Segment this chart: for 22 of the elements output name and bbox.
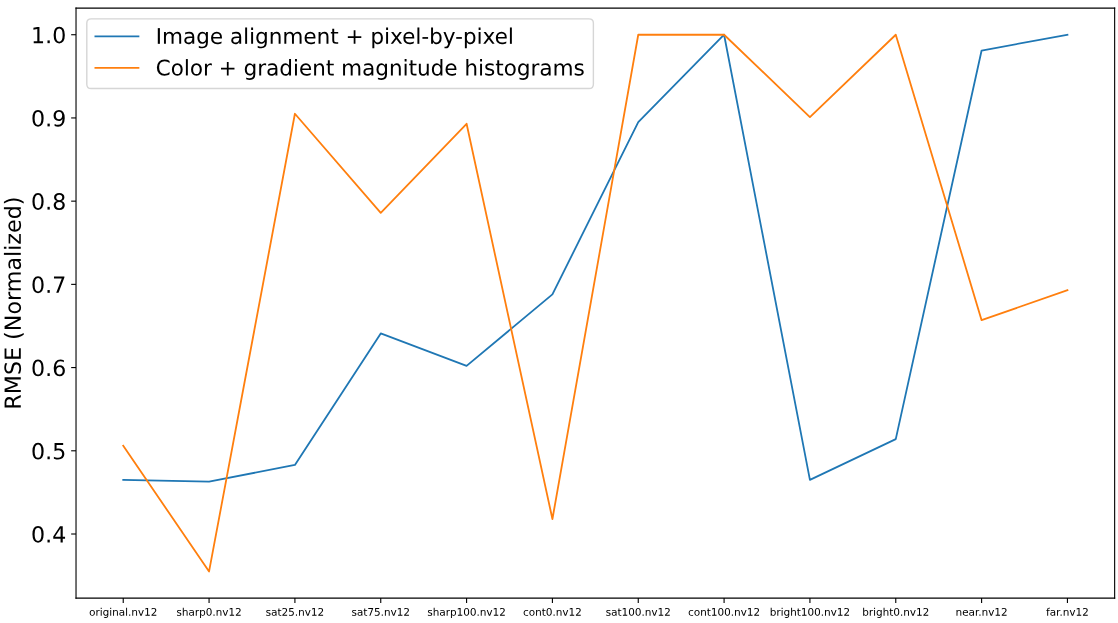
x-tick-label: sharp100.nv12 [427, 607, 505, 618]
x-tick-label: cont0.nv12 [523, 607, 581, 616]
y-axis-title: RMSE (Normalized) [3, 198, 24, 408]
x-tick-label: near.nv12 [956, 607, 1007, 616]
x-tick-label: sat75.nv12 [352, 607, 409, 616]
x-tick-label: bright0.nv12 [863, 607, 929, 618]
x-tick-label: sat100.nv12 [606, 607, 670, 616]
x-tick-label: far.nv12 [1046, 607, 1088, 616]
x-tick-label: sharp0.nv12 [177, 607, 241, 618]
y-tick-label: 1.0 [33, 26, 65, 44]
y-tick-label: 0.9 [32, 109, 65, 127]
x-tick-label: original.nv12 [89, 607, 157, 618]
y-tick-label: 0.4 [32, 525, 66, 543]
legend-label: Color + gradient magnitude histograms [156, 59, 584, 80]
x-tick-label: bright100.nv12 [770, 607, 850, 618]
x-tick-label: sat25.nv12 [266, 607, 324, 616]
legend-label: Image alignment + pixel-by-pixel [157, 27, 512, 49]
y-tick-label: 0.6 [32, 359, 65, 377]
x-tick-label: cont100.nv12 [688, 607, 760, 616]
y-tick-label: 0.8 [32, 193, 65, 210]
y-tick-label: 0.7 [32, 276, 65, 294]
y-tick-label: 0.5 [32, 442, 65, 460]
